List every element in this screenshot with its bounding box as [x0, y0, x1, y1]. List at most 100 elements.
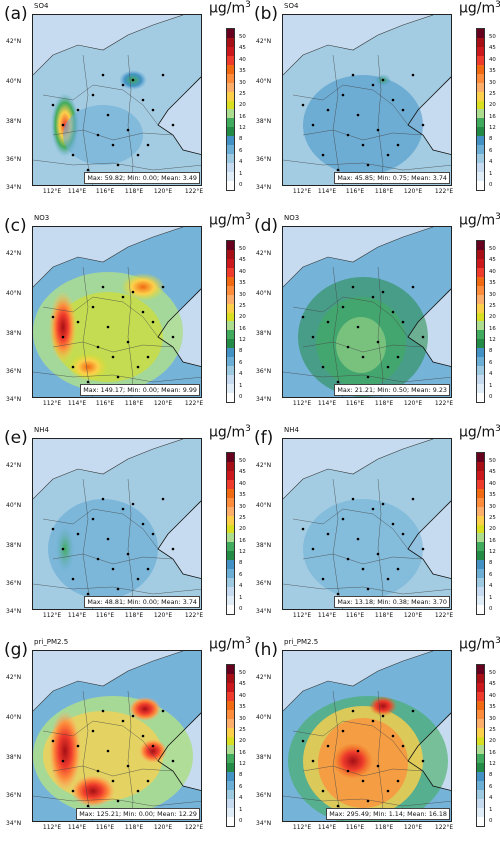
colorbar-tick-label: 40 [489, 56, 496, 63]
colorbar-tick-label: 40 [239, 268, 246, 275]
colorbar-swatch [227, 497, 234, 507]
colorbar-tick-label: 4 [239, 159, 243, 166]
panel-label: (e) [4, 428, 28, 448]
stats-box: Max: 59.82; Min: 0.00; Mean: 3.49 [84, 172, 200, 184]
colorbar-swatch [227, 578, 234, 588]
colorbar-swatch [477, 790, 484, 800]
colorbar-swatch [227, 366, 234, 376]
colorbar-swatch [477, 470, 484, 480]
longitude-label: 112°E [42, 612, 62, 619]
colorbar-swatch [477, 285, 484, 295]
stats-box: Max: 295.49; Min: 1.14; Mean: 16.18 [326, 808, 450, 820]
colorbar-tick-label: 35 [239, 68, 246, 75]
stat-mean: 12.29 [178, 810, 197, 818]
map-panel: (d) NO3 Max: 21.21; Min: 0.50; Mean: 9.23… [250, 212, 500, 424]
colorbar-swatch [477, 718, 484, 728]
longitude-label: 116°E [95, 188, 115, 195]
colorbar-tick-label: 25 [239, 90, 246, 97]
map-panel: (b) SO4 Max: 45.85; Min: 0.75; Mean: 3.74… [250, 0, 500, 212]
species-label: SO4 [34, 2, 49, 10]
colorbar-tick-label: 45 [489, 469, 496, 476]
colorbar-tick-label: 0 [239, 606, 243, 612]
colorbar-tick-label: 40 [489, 268, 496, 275]
colorbar-swatch [477, 46, 484, 56]
unit-exponent: 3 [245, 424, 251, 434]
unit-exponent: 3 [495, 636, 500, 646]
unit-exponent: 3 [245, 0, 251, 10]
colorbar-tick-label: 6 [489, 147, 493, 154]
colorbar [476, 664, 485, 827]
colorbar-tick-label: 20 [489, 314, 496, 321]
colorbar-tick-label: 30 [239, 503, 246, 510]
longitude-label: 112°E [292, 824, 312, 831]
colorbar-swatch [227, 470, 234, 480]
longitude-label: 114°E [317, 824, 337, 831]
stats-box: Max: 21.21; Min: 0.50; Mean: 9.23 [334, 384, 450, 396]
colorbar-tick-label: 16 [239, 113, 246, 120]
colorbar-swatch [477, 82, 484, 92]
species-label: pri_PM2.5 [34, 638, 69, 646]
latitude-label: 36°N [256, 368, 272, 375]
colorbar-swatch [477, 303, 484, 313]
colorbar-swatch [477, 682, 484, 692]
colorbar-swatch [477, 109, 484, 119]
colorbar-tick-label: 25 [489, 302, 496, 309]
colorbar-swatch [477, 348, 484, 358]
unit-label: μg/m3 [459, 636, 500, 653]
colorbar-tick-label: 50 [489, 458, 496, 464]
latitude-label: 42°N [6, 250, 22, 257]
colorbar-swatch [477, 578, 484, 588]
colorbar-tick-label: 50 [239, 34, 246, 40]
stat-max: 59.82 [104, 174, 124, 182]
concentration-map: Max: 13.18; Min: 0.38; Mean: 3.70 [282, 438, 452, 610]
stat-mean: 3.70 [432, 598, 447, 606]
colorbar-tick-label: 20 [489, 102, 496, 109]
latitude-label: 40°N [6, 290, 22, 297]
latitude-label: 36°N [256, 792, 272, 799]
latitude-label: 40°N [256, 78, 272, 85]
colorbar-tick-label: 25 [239, 514, 246, 521]
longitude-label: 116°E [95, 612, 115, 619]
colorbar-swatch [227, 303, 234, 313]
colorbar-swatch [477, 506, 484, 516]
unit-exponent: 3 [495, 0, 500, 10]
colorbar-swatch [227, 736, 234, 746]
colorbar-swatch [227, 312, 234, 322]
colorbar-swatch [477, 366, 484, 376]
colorbar-tick-label: 40 [489, 480, 496, 487]
concentration-map: Max: 125.21; Min: 0.00; Mean: 12.29 [32, 650, 202, 822]
colorbar-tick-label: 20 [239, 102, 246, 109]
longitude-label: 112°E [42, 824, 62, 831]
colorbar-tick-label: 35 [489, 280, 496, 287]
colorbar-swatch [227, 29, 234, 38]
latitude-label: 42°N [6, 674, 22, 681]
longitude-label: 122°E [184, 188, 204, 195]
colorbar-tick-label: 12 [239, 761, 246, 768]
longitude-label: 112°E [292, 612, 312, 619]
colorbar-swatch [477, 816, 484, 826]
unit-base: μg/m [209, 424, 246, 441]
colorbar-swatch [227, 754, 234, 764]
colorbar-tick-label: 35 [489, 492, 496, 499]
longitude-label: 120°E [153, 612, 173, 619]
colorbar-swatch [477, 312, 484, 322]
colorbar-swatch [227, 375, 234, 384]
colorbar-swatch [477, 808, 484, 817]
stat-min: 0.50 [392, 386, 407, 394]
stat-min: 1.14 [388, 810, 403, 818]
panel-label: (f) [254, 428, 274, 448]
latitude-label: 38°N [256, 118, 272, 125]
colorbar-swatch [227, 816, 234, 826]
colorbar-swatch [477, 321, 484, 331]
latitude-label: 42°N [6, 38, 22, 45]
colorbar-swatch [477, 294, 484, 304]
stat-max: 149.17 [100, 386, 124, 394]
colorbar-swatch [477, 524, 484, 534]
colorbar-tick-label: 12 [239, 549, 246, 556]
latitude-label: 36°N [256, 580, 272, 587]
colorbar-tick-label: 0 [489, 182, 493, 188]
unit-base: μg/m [209, 0, 246, 17]
species-label: SO4 [284, 2, 299, 10]
unit-label: μg/m3 [459, 424, 500, 441]
colorbar-tick-label: 50 [489, 246, 496, 252]
